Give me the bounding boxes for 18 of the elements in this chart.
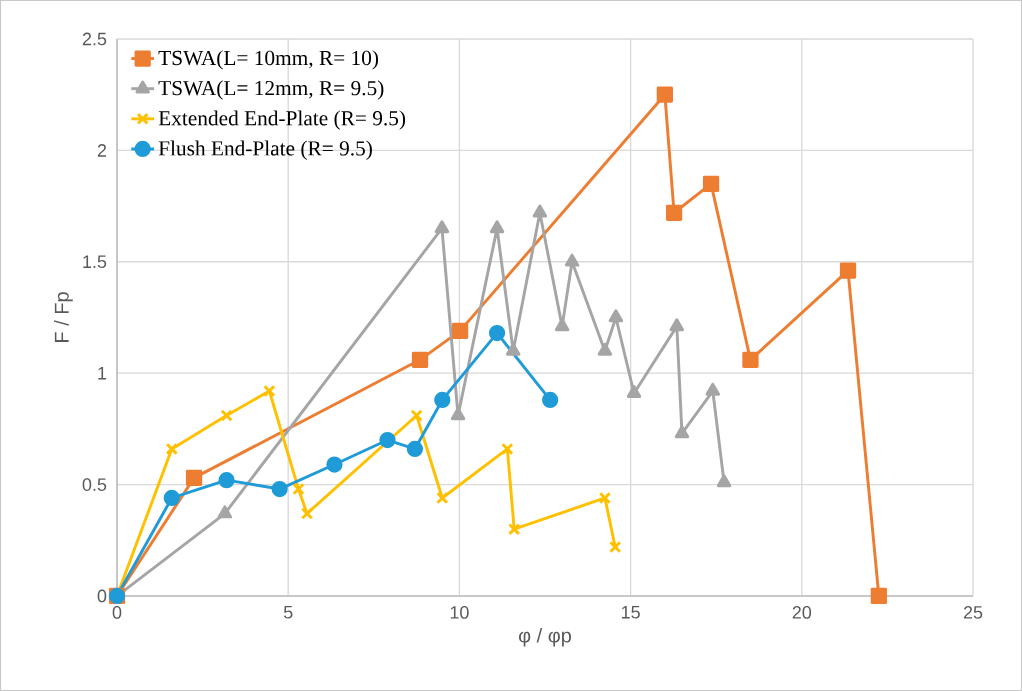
legend-label: Flush End-Plate (R= 9.5) <box>158 140 372 160</box>
x-tick-label: 5 <box>283 606 293 619</box>
y-tick-label: 2 <box>97 144 107 157</box>
y-axis-title: F / Fp <box>54 292 73 342</box>
legend-label: TSWA(L= 10mm, R= 10) <box>158 50 379 70</box>
y-tick-label: 0 <box>97 589 107 603</box>
y-tick-label: 1.5 <box>83 255 107 269</box>
x-tick-label: 20 <box>792 606 812 619</box>
x-tick-label: 15 <box>621 606 640 619</box>
x-tick-label: 25 <box>963 606 983 619</box>
y-tick-label: 2.5 <box>82 32 107 46</box>
y-tick-label: 1 <box>98 367 107 380</box>
x-tick-label: 10 <box>450 606 469 619</box>
x-axis-title: φ / φp <box>518 627 571 647</box>
legend-label: TSWA(L= 12mm, R= 9.5) <box>158 80 384 100</box>
x-tick-label: 0 <box>112 606 122 619</box>
y-tick-label: 0.5 <box>82 478 107 491</box>
legend-label: Extended End-Plate (R= 9.5) <box>158 110 406 130</box>
